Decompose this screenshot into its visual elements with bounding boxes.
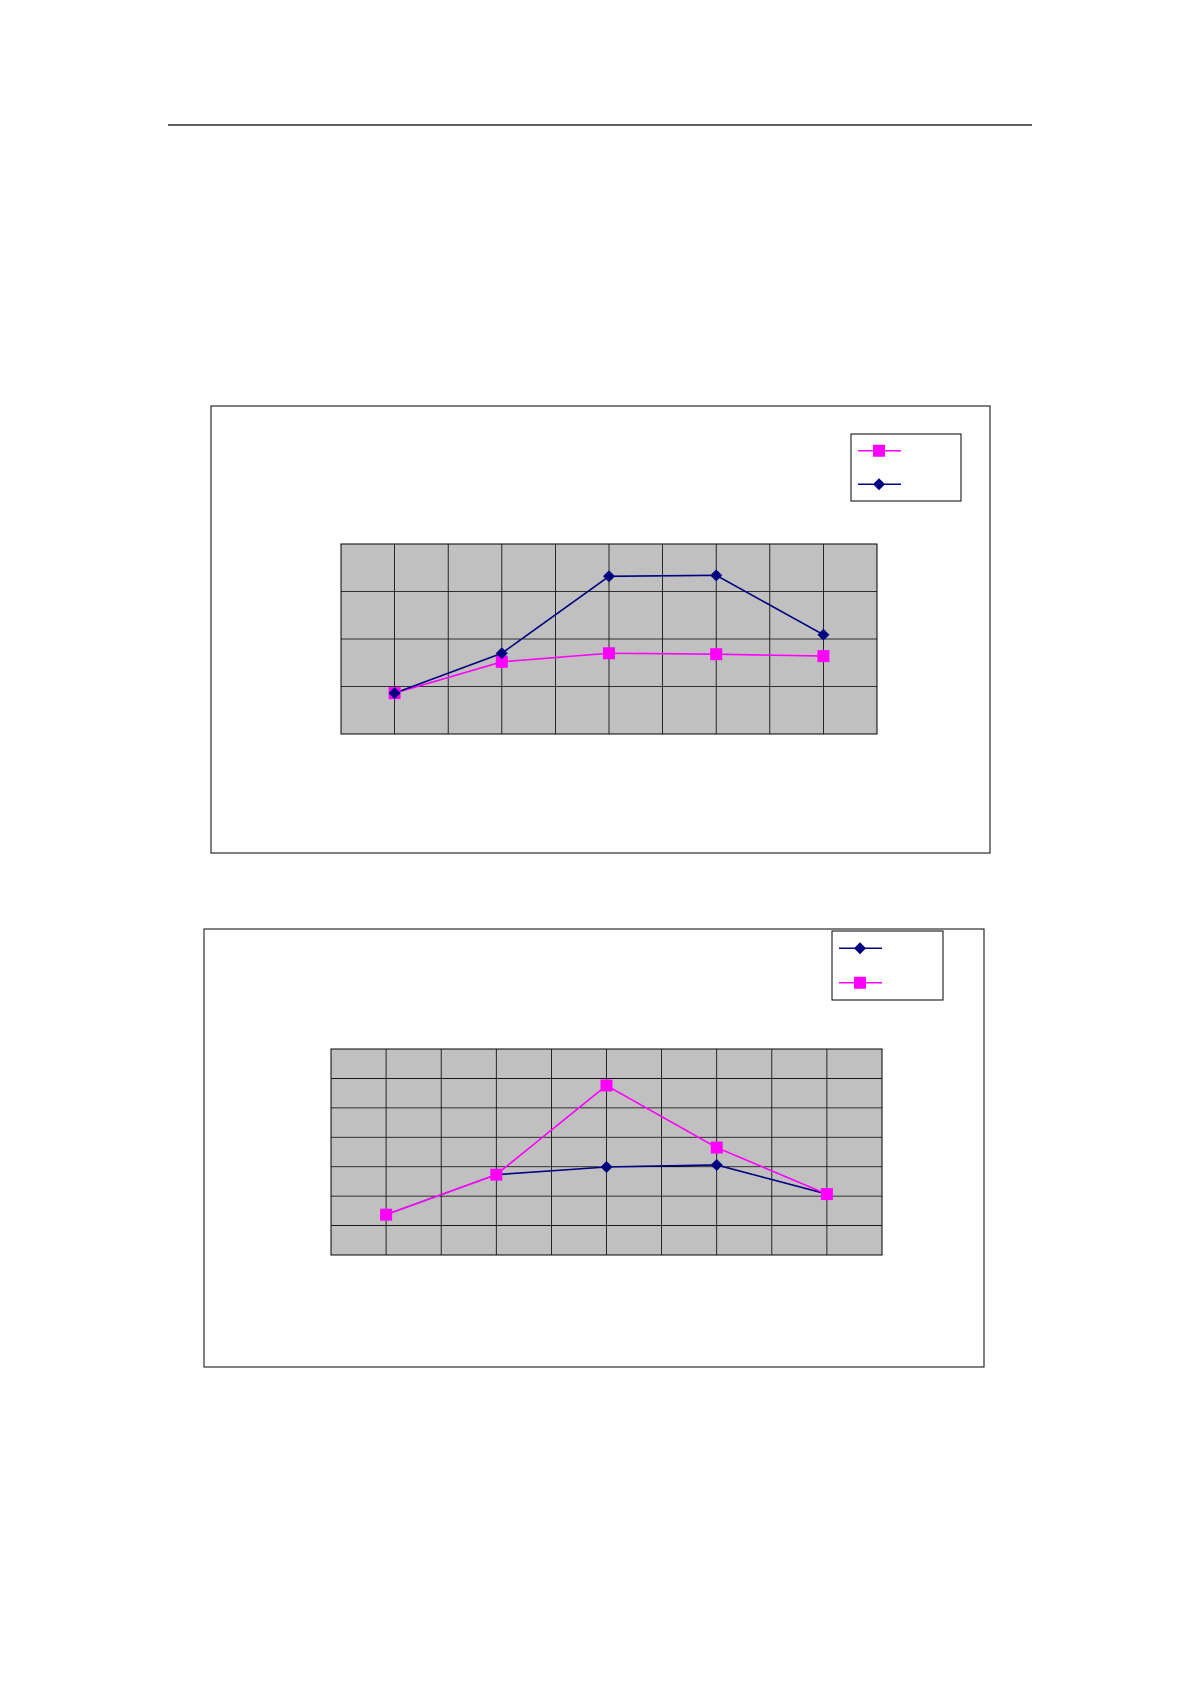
- marker: [388, 687, 401, 700]
- marker: [600, 1079, 613, 1092]
- legend-marker: [873, 478, 885, 491]
- marker: [820, 1188, 833, 1201]
- marker: [490, 1168, 503, 1181]
- legend-marker: [854, 976, 866, 989]
- marker: [603, 570, 615, 583]
- marker: [710, 569, 723, 582]
- marker: [817, 650, 830, 663]
- marker: [495, 647, 508, 660]
- legend-marker: [854, 942, 866, 955]
- legend-box: [850, 433, 962, 502]
- chart-frame: [210, 405, 991, 854]
- chart-frame: [203, 928, 985, 1368]
- marker: [710, 648, 723, 661]
- marker: [710, 1158, 723, 1171]
- marker: [603, 647, 615, 660]
- marker: [600, 1161, 613, 1174]
- marker: [710, 1141, 723, 1154]
- legend-box: [831, 930, 944, 1001]
- marker: [495, 655, 508, 668]
- marker: [817, 628, 830, 641]
- marker: [380, 1208, 393, 1221]
- legend-marker: [873, 444, 885, 457]
